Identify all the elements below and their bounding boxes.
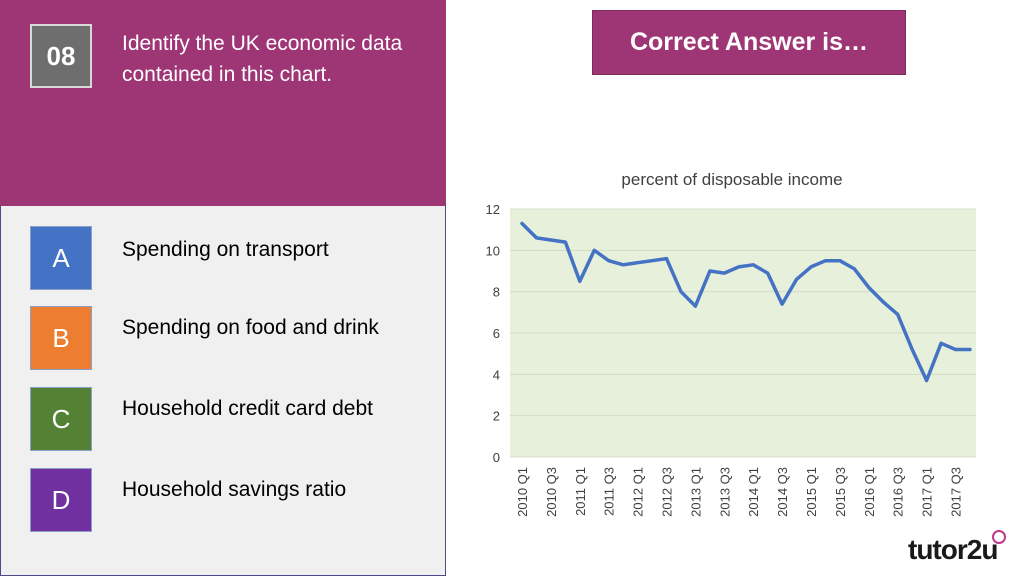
data-point (535, 236, 538, 240)
x-tick-label: 2016 Q1 (862, 467, 877, 517)
data-point (954, 348, 957, 351)
option-c-label[interactable]: Household credit card debt (122, 397, 373, 420)
x-tick-label: 2010 Q1 (515, 467, 530, 517)
data-point (607, 259, 610, 262)
question-text: Identify the UK economic data contained … (122, 32, 403, 86)
data-point (824, 259, 827, 262)
data-point (853, 267, 856, 271)
y-tick-label: 2 (493, 409, 500, 424)
data-point (621, 263, 625, 266)
option-a-label[interactable]: Spending on transport (122, 238, 329, 261)
x-tick-label: 2016 Q3 (891, 467, 906, 517)
y-tick-label: 6 (493, 326, 500, 341)
data-point (780, 302, 784, 306)
data-point (838, 259, 842, 262)
x-tick-label: 2015 Q1 (804, 467, 819, 517)
data-point (723, 271, 726, 275)
plot-area (510, 209, 976, 457)
y-tick-label: 4 (493, 367, 500, 382)
tutor2u-logo: tutor2u (908, 534, 998, 565)
data-point (636, 261, 639, 264)
chart-title: percent of disposable income (621, 170, 843, 189)
y-tick-label: 12 (486, 202, 500, 217)
correct-answer-button[interactable]: Correct Answer is… (592, 10, 906, 75)
x-tick-label: 2011 Q1 (573, 467, 588, 516)
x-tick-label: 2017 Q1 (920, 467, 935, 517)
data-point (896, 313, 899, 316)
data-point (593, 249, 596, 252)
data-point (795, 278, 798, 281)
option-b-badge[interactable]: B (30, 306, 92, 370)
data-point (925, 379, 928, 382)
data-point (564, 240, 567, 244)
option-c-badge[interactable]: C (30, 387, 92, 451)
data-point (867, 286, 871, 289)
data-point (737, 265, 740, 269)
data-point (939, 342, 943, 345)
question-number-badge: 08 (30, 24, 92, 88)
option-b-label[interactable]: Spending on food and drink (122, 316, 379, 339)
data-point (650, 259, 654, 262)
x-tick-label: 2010 Q3 (544, 467, 559, 517)
data-point (520, 222, 524, 225)
x-tick-label: 2014 Q1 (746, 467, 761, 517)
series-line (520, 221, 972, 383)
y-tick-label: 0 (493, 450, 500, 465)
data-point (968, 348, 972, 351)
data-point (752, 263, 755, 266)
data-point (809, 265, 813, 269)
y-tick-label: 8 (493, 285, 500, 300)
data-point (549, 238, 553, 242)
option-a-badge[interactable]: A (30, 226, 92, 290)
data-point (679, 290, 683, 293)
x-tick-label: 2015 Q3 (833, 467, 848, 517)
x-tick-label: 2017 Q3 (949, 467, 964, 517)
option-d-badge[interactable]: D (30, 468, 92, 532)
data-point (578, 280, 582, 283)
y-tick-label: 10 (486, 243, 500, 258)
data-point (766, 271, 769, 275)
data-point (882, 300, 885, 304)
logo-flower-icon (992, 530, 1006, 544)
option-d-label[interactable]: Household savings ratio (122, 478, 347, 501)
data-point (665, 257, 668, 260)
x-tick-label: 2013 Q3 (717, 467, 732, 517)
data-point (910, 348, 914, 351)
data-point (694, 304, 697, 308)
data-point (708, 269, 712, 273)
x-tick-label: 2012 Q3 (660, 467, 675, 517)
x-tick-label: 2012 Q1 (631, 467, 646, 517)
x-tick-label: 2013 Q1 (688, 467, 703, 517)
x-tick-label: 2014 Q3 (775, 467, 790, 517)
x-tick-label: 2011 Q3 (602, 467, 617, 516)
